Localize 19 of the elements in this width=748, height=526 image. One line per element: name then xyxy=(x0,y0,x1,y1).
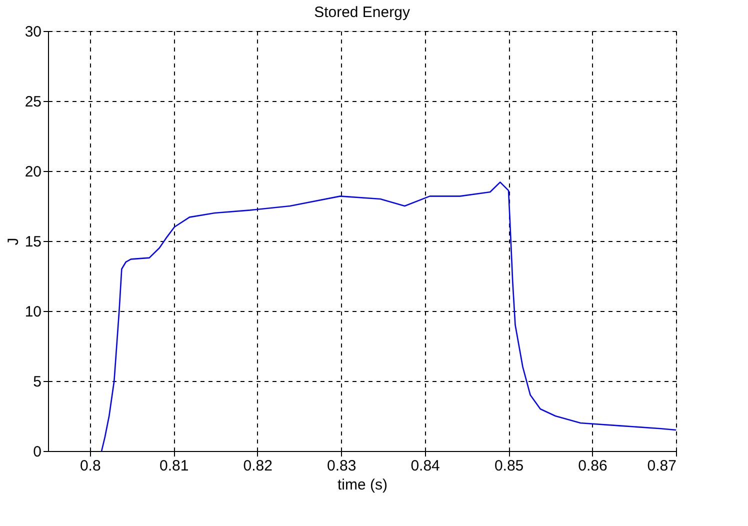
x-axis-title: time (s) xyxy=(338,476,388,494)
x-tick-label: 0.8 xyxy=(80,458,101,474)
y-tick-label: 10 xyxy=(24,304,42,320)
chart-title: Stored Energy xyxy=(314,4,410,21)
x-tick-label: 0.81 xyxy=(160,458,189,474)
x-tick-label: 0.83 xyxy=(326,458,356,474)
x-tick-label: 0.87 xyxy=(647,458,676,474)
line-series xyxy=(100,182,677,452)
y-tick-label: 15 xyxy=(24,234,42,250)
x-tick-label: 0.85 xyxy=(494,458,524,474)
y-tick-label: 25 xyxy=(24,94,42,110)
x-tick-label: 0.86 xyxy=(578,458,608,474)
y-tick-label: 30 xyxy=(24,24,42,40)
y-axis-title: J xyxy=(4,238,22,246)
y-tick-label: 20 xyxy=(24,164,42,180)
x-tick-label: 0.82 xyxy=(243,458,272,474)
x-tick-label: 0.84 xyxy=(410,458,440,474)
y-tick-label: 5 xyxy=(33,374,42,390)
y-tick-label: 0 xyxy=(33,444,42,460)
